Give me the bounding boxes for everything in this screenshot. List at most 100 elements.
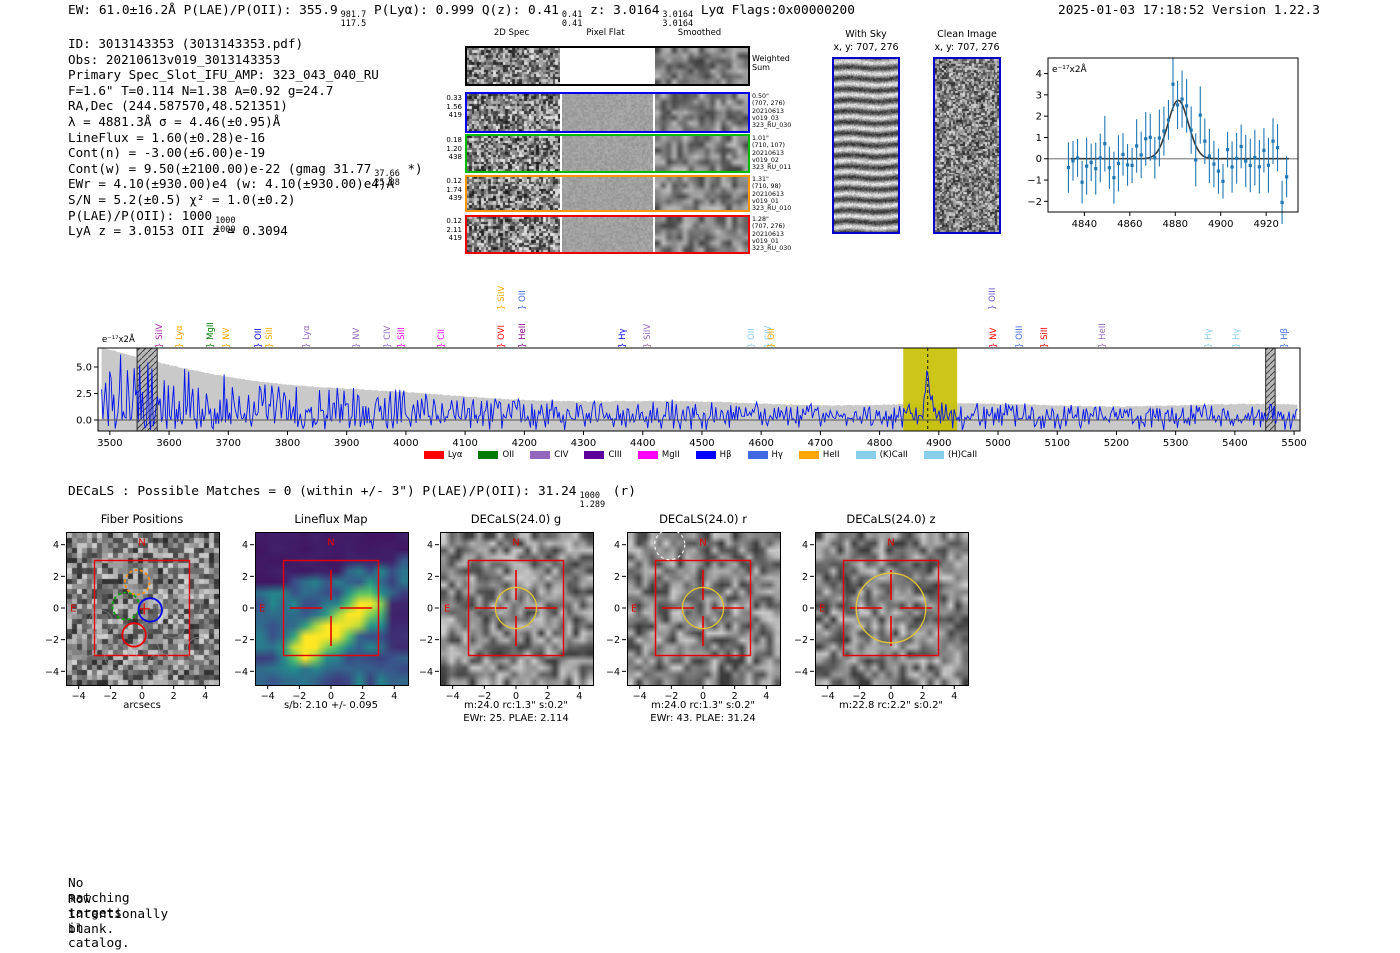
spec2d-right-label: v019_02	[752, 156, 779, 164]
spec2d-left-label: 0.33	[446, 94, 462, 102]
data-point-marker	[1180, 97, 1184, 101]
ghost-fiber-circle	[104, 643, 130, 669]
y-tick-label: 1	[1036, 133, 1042, 144]
spec2d-noise-image	[467, 48, 560, 84]
data-point-marker	[1280, 200, 1284, 205]
data-point-marker	[1089, 160, 1093, 164]
spec2d-right-label: 323_RU_010	[752, 205, 792, 212]
emission-line-label: } Lyα	[302, 325, 313, 348]
emission-line-label: } MgII	[205, 322, 216, 348]
data-point-marker	[1175, 103, 1180, 107]
fiber-circle	[137, 597, 163, 623]
x-tick-label: 4880	[1163, 219, 1188, 230]
legend-label: MgII	[661, 449, 680, 460]
emission-line-label: } SiII	[1039, 327, 1050, 348]
fiber-circle	[124, 569, 151, 596]
extraction-box	[842, 559, 940, 657]
compass-east-label: E	[70, 604, 76, 615]
spec2d-noise-image	[467, 177, 560, 210]
aperture-circle	[855, 572, 927, 644]
spec2d-row-right-labels: 1.01" (710, 107) 20210613 v019_02 323_RU_011	[752, 135, 812, 171]
cutout-title: DECaLS(24.0) g	[470, 512, 562, 526]
x-tick-label: 4900	[926, 438, 951, 449]
y-tick-label: 2	[802, 572, 808, 583]
emission-line-label: } Hγ	[1204, 328, 1215, 348]
y-tick-label: −2	[1027, 197, 1042, 208]
x-tick-label: 3700	[216, 438, 241, 449]
data-point-marker	[1125, 163, 1130, 167]
y-tick-label: −1	[1027, 176, 1042, 187]
x-tick-label: 2	[920, 691, 926, 702]
cutout-overlay: N E −4 −2 0 2 4 4 2 0 −2 −4	[606, 529, 769, 702]
y-tick-label: 3	[1036, 90, 1042, 101]
fraction-value: 981.7 117.5	[340, 10, 367, 29]
spec2d-row	[465, 175, 750, 212]
x-tick-label: 4920	[1253, 219, 1278, 230]
y-tick-label: 0	[614, 604, 620, 615]
aperture-circle	[681, 586, 725, 630]
legend-swatch	[423, 450, 444, 459]
spec2d-column-title: 2D Spec	[493, 28, 530, 38]
cutout-overlay: N E −4 −2 0 2 4 4 2 0 −2 −4	[419, 538, 582, 702]
compass-north-label: N	[699, 538, 706, 549]
x-tick-label: 0	[888, 691, 894, 702]
compass-north-label: N	[512, 538, 519, 549]
spec2d-row-left-labels: 0.12 1.74 439	[438, 177, 462, 203]
below-zero-fill	[98, 420, 1300, 431]
info-line: RA,Dec (244.587570,48.521351)	[68, 98, 288, 113]
x-tick-label: 4100	[452, 438, 477, 449]
spec2d-left-label: 1.74	[446, 185, 462, 194]
x-tick-label: 5300	[1163, 438, 1188, 449]
smoothed-image	[655, 217, 748, 252]
data-point-marker	[1071, 159, 1075, 163]
x-tick-label: −4	[446, 691, 460, 702]
masked-band-hatch	[1265, 348, 1276, 431]
y-tick-label: 0	[802, 604, 808, 615]
emission-line-label: } NV	[352, 327, 363, 348]
footer-note-line: No matching targets in catalog.	[68, 876, 130, 951]
spec2d-right-label: (707, 276)	[752, 100, 785, 108]
spec2d-right-label: 20210613	[752, 190, 785, 198]
x-tick-label: 4	[576, 691, 582, 702]
data-point-marker	[1144, 137, 1148, 141]
text-part: Cont(n) = -3.00(±6.00)e-19	[68, 145, 266, 161]
x-tick-label: 3800	[275, 438, 300, 449]
data-point-marker	[1257, 165, 1261, 169]
cutout-caption: m:24.0 rc:1.3" s:0.2"	[650, 700, 756, 711]
spec2d-row-right-labels: 1.31" (710, 98) 20210613 v019_01 323_RU_010	[752, 176, 812, 212]
cutout-caption: EWr: 25. PLAE: 2.114	[463, 713, 569, 724]
data-point-marker	[1189, 128, 1193, 132]
sky-panel-image-box	[933, 57, 1001, 234]
x-tick-label: −2	[852, 691, 866, 702]
spec2d-right-label: 20210613	[752, 107, 785, 115]
spec2d-left-label: 0.12	[446, 217, 462, 225]
spec2d-left-label: 2.11	[446, 225, 462, 234]
info-line: Cont(n) = -3.00(±6.00)e-19	[68, 145, 265, 160]
data-point-marker	[1216, 169, 1221, 173]
data-point-marker	[1185, 104, 1189, 108]
cutout-title: DECaLS(24.0) r	[659, 512, 747, 526]
sky-panel-subtitle: x, y: 707, 276	[934, 42, 1000, 53]
data-point-marker	[1171, 82, 1175, 86]
spec2d-right-label: 323_RU_011	[752, 164, 792, 171]
ghost-fiber-circle	[160, 613, 186, 639]
emission-line-label: } OVI	[496, 325, 507, 348]
fiber-circle	[111, 591, 141, 621]
x-tick-label: 4500	[689, 438, 714, 449]
ghost-fiber-circle	[75, 632, 100, 657]
x-tick-label: 2	[545, 691, 551, 702]
cutout-title: Fiber Positions	[100, 512, 184, 526]
x-tick-label: −2	[103, 691, 117, 702]
legend-label: Hβ	[719, 449, 732, 460]
lineflux-map-image	[255, 532, 409, 686]
emission-line-label: } SiIV	[155, 323, 166, 348]
fraction-value: 3.0164 3.0164	[662, 10, 694, 29]
fraction-value: 1000 1000	[215, 215, 236, 235]
data-point-marker	[1162, 129, 1166, 133]
spec2d-left-label: 419	[448, 234, 462, 243]
legend-swatch	[637, 450, 658, 459]
legend-item: Lyα	[423, 450, 462, 460]
legend-label: (H)CaII	[947, 449, 978, 460]
legend-swatch	[695, 450, 716, 459]
